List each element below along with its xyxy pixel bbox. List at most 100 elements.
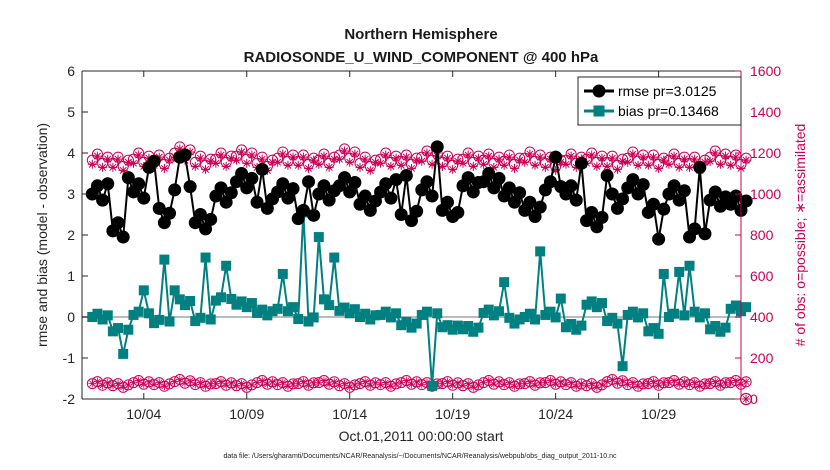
bias-point [252, 307, 263, 318]
x-tick-label: 10/24 [538, 406, 573, 422]
nused-bottom-point [613, 379, 622, 388]
nused-top-point [571, 162, 581, 172]
rmse-point [317, 179, 331, 193]
nused-bottom-point [376, 380, 385, 389]
rmse-point [358, 189, 372, 203]
bias-point [540, 309, 551, 320]
nused-top-point [499, 160, 509, 170]
y-tick-label-right: 600 [750, 268, 774, 284]
bias-point [581, 299, 592, 310]
rmse-point [646, 197, 660, 211]
rmse-point [307, 208, 321, 222]
nused-bottom-point [443, 377, 452, 386]
nused-top-point [674, 162, 684, 172]
bias-point [406, 322, 417, 333]
nused-top-point [669, 151, 679, 161]
bias-point [674, 266, 685, 277]
bias-point [715, 326, 726, 337]
nused-bottom-point [458, 381, 467, 390]
nused-bottom-point [134, 376, 143, 385]
nused-top-point [159, 163, 169, 173]
nused-top-point [427, 159, 437, 169]
nused-top-point [463, 150, 473, 160]
nused-bottom-point [500, 380, 509, 389]
bias-point [663, 312, 674, 322]
bias-point [277, 268, 288, 279]
nused-top-point [190, 161, 200, 171]
nused-bottom-point [155, 378, 164, 387]
nused-top-point [741, 155, 751, 165]
bias-point [633, 312, 644, 323]
bias-point [432, 308, 443, 319]
nused-top-point [87, 159, 97, 169]
nused-top-point [345, 157, 355, 167]
rmse-point [111, 216, 125, 230]
nused-top-point [267, 157, 277, 167]
y-tick-label: 1 [67, 268, 75, 284]
nused-bottom-point [634, 382, 643, 391]
nused-top-point [92, 151, 102, 161]
bias-point [190, 316, 201, 327]
rmse-point [564, 179, 578, 193]
nused-top-point [587, 150, 597, 160]
nused-top-point [298, 152, 308, 162]
nused-top-point [566, 151, 576, 161]
y-tick-label: -2 [63, 391, 76, 407]
bias-point [530, 314, 541, 325]
nused-bottom-point [144, 377, 153, 386]
bias-point [617, 361, 628, 372]
nused-top-point [175, 144, 185, 154]
bias-point [123, 324, 134, 335]
nused-bottom-point [556, 377, 565, 386]
nused-bottom-point [546, 376, 555, 385]
bias-point [118, 348, 129, 359]
rmse-point [379, 177, 393, 191]
nused-top-point [319, 151, 329, 161]
nused-top-point [468, 161, 478, 171]
y-axis-label-right: # of obs: o=possible; ∗=assimilated [792, 124, 808, 347]
nused-bottom-point [345, 383, 354, 392]
nused-bottom-point [448, 381, 457, 390]
bias-point [669, 308, 680, 319]
nused-bottom-point [170, 377, 179, 386]
rmse-point [389, 173, 403, 187]
bias-point [725, 303, 736, 314]
rmse-point [121, 171, 135, 185]
series-bias [87, 207, 752, 391]
x-tick-label: 10/29 [641, 406, 676, 422]
nused-bottom-point [165, 379, 174, 388]
nused-zero-point [742, 395, 750, 403]
rmse-point [708, 185, 722, 199]
nused-bottom-point [88, 379, 97, 388]
rmse-point [739, 194, 753, 208]
rmse-point [163, 206, 177, 220]
rmse-point [492, 171, 506, 185]
y-tick-label-right: 800 [750, 227, 774, 243]
nused-top-point [664, 159, 674, 169]
nused-top-point [607, 153, 617, 163]
nused-bottom-point [273, 380, 282, 389]
rmse-point [255, 162, 269, 176]
bias-point [113, 323, 124, 334]
rmse-point [96, 193, 110, 207]
rmse-point [384, 191, 398, 205]
nused-top-point [685, 162, 695, 172]
rmse-point [657, 202, 671, 216]
nused-top-point [726, 160, 736, 170]
nused-top-point [443, 153, 453, 163]
y-tick-label-right: 1400 [750, 104, 781, 120]
series-counts [86, 141, 753, 406]
nused-bottom-point [103, 378, 112, 387]
bias-point [545, 306, 556, 317]
rmse-point [235, 167, 249, 180]
nused-bottom-point [294, 379, 303, 388]
bias-point [128, 309, 139, 320]
nused-bottom-point [304, 381, 313, 390]
nused-bottom-point [124, 380, 133, 389]
rmse-point [348, 176, 362, 190]
y-tick-label: -1 [63, 350, 76, 366]
rmse-point [152, 201, 166, 215]
bias-point [133, 306, 144, 317]
bias-point [195, 312, 206, 323]
rmse-point [523, 195, 537, 209]
